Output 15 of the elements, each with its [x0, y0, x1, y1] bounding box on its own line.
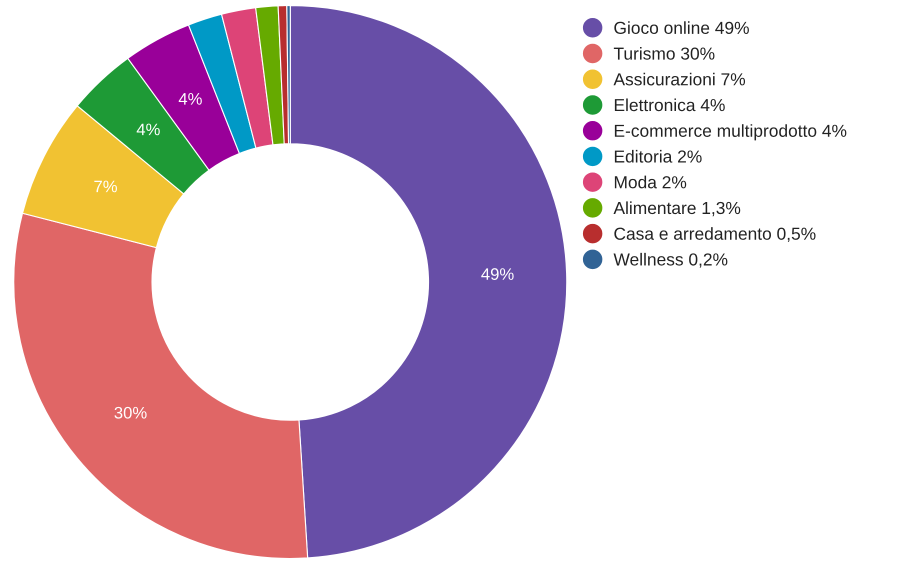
legend-label: Editoria 2%: [614, 150, 702, 163]
data-label: 49%: [481, 268, 514, 280]
data-label: 7%: [94, 180, 117, 192]
legend-label: Turismo 30%: [614, 46, 714, 60]
legend-label: Assicurazioni 7%: [614, 72, 746, 86]
legend-label: Gioco online 49%: [614, 21, 749, 34]
legend-label: Moda 2%: [614, 176, 686, 188]
data-label: 30%: [114, 406, 147, 419]
legend-label: Wellness 0,2%: [614, 252, 728, 268]
legend-label: Elettronica 4%: [614, 98, 725, 112]
legend-label: Casa e arredamento 0,5%: [614, 227, 816, 242]
legend-label: Alimentare 1,3%: [614, 201, 740, 216]
data-label: 4%: [178, 93, 202, 105]
data-label: 4%: [136, 124, 160, 136]
legend-label: E-commerce multiprodotto 4%: [614, 124, 846, 140]
